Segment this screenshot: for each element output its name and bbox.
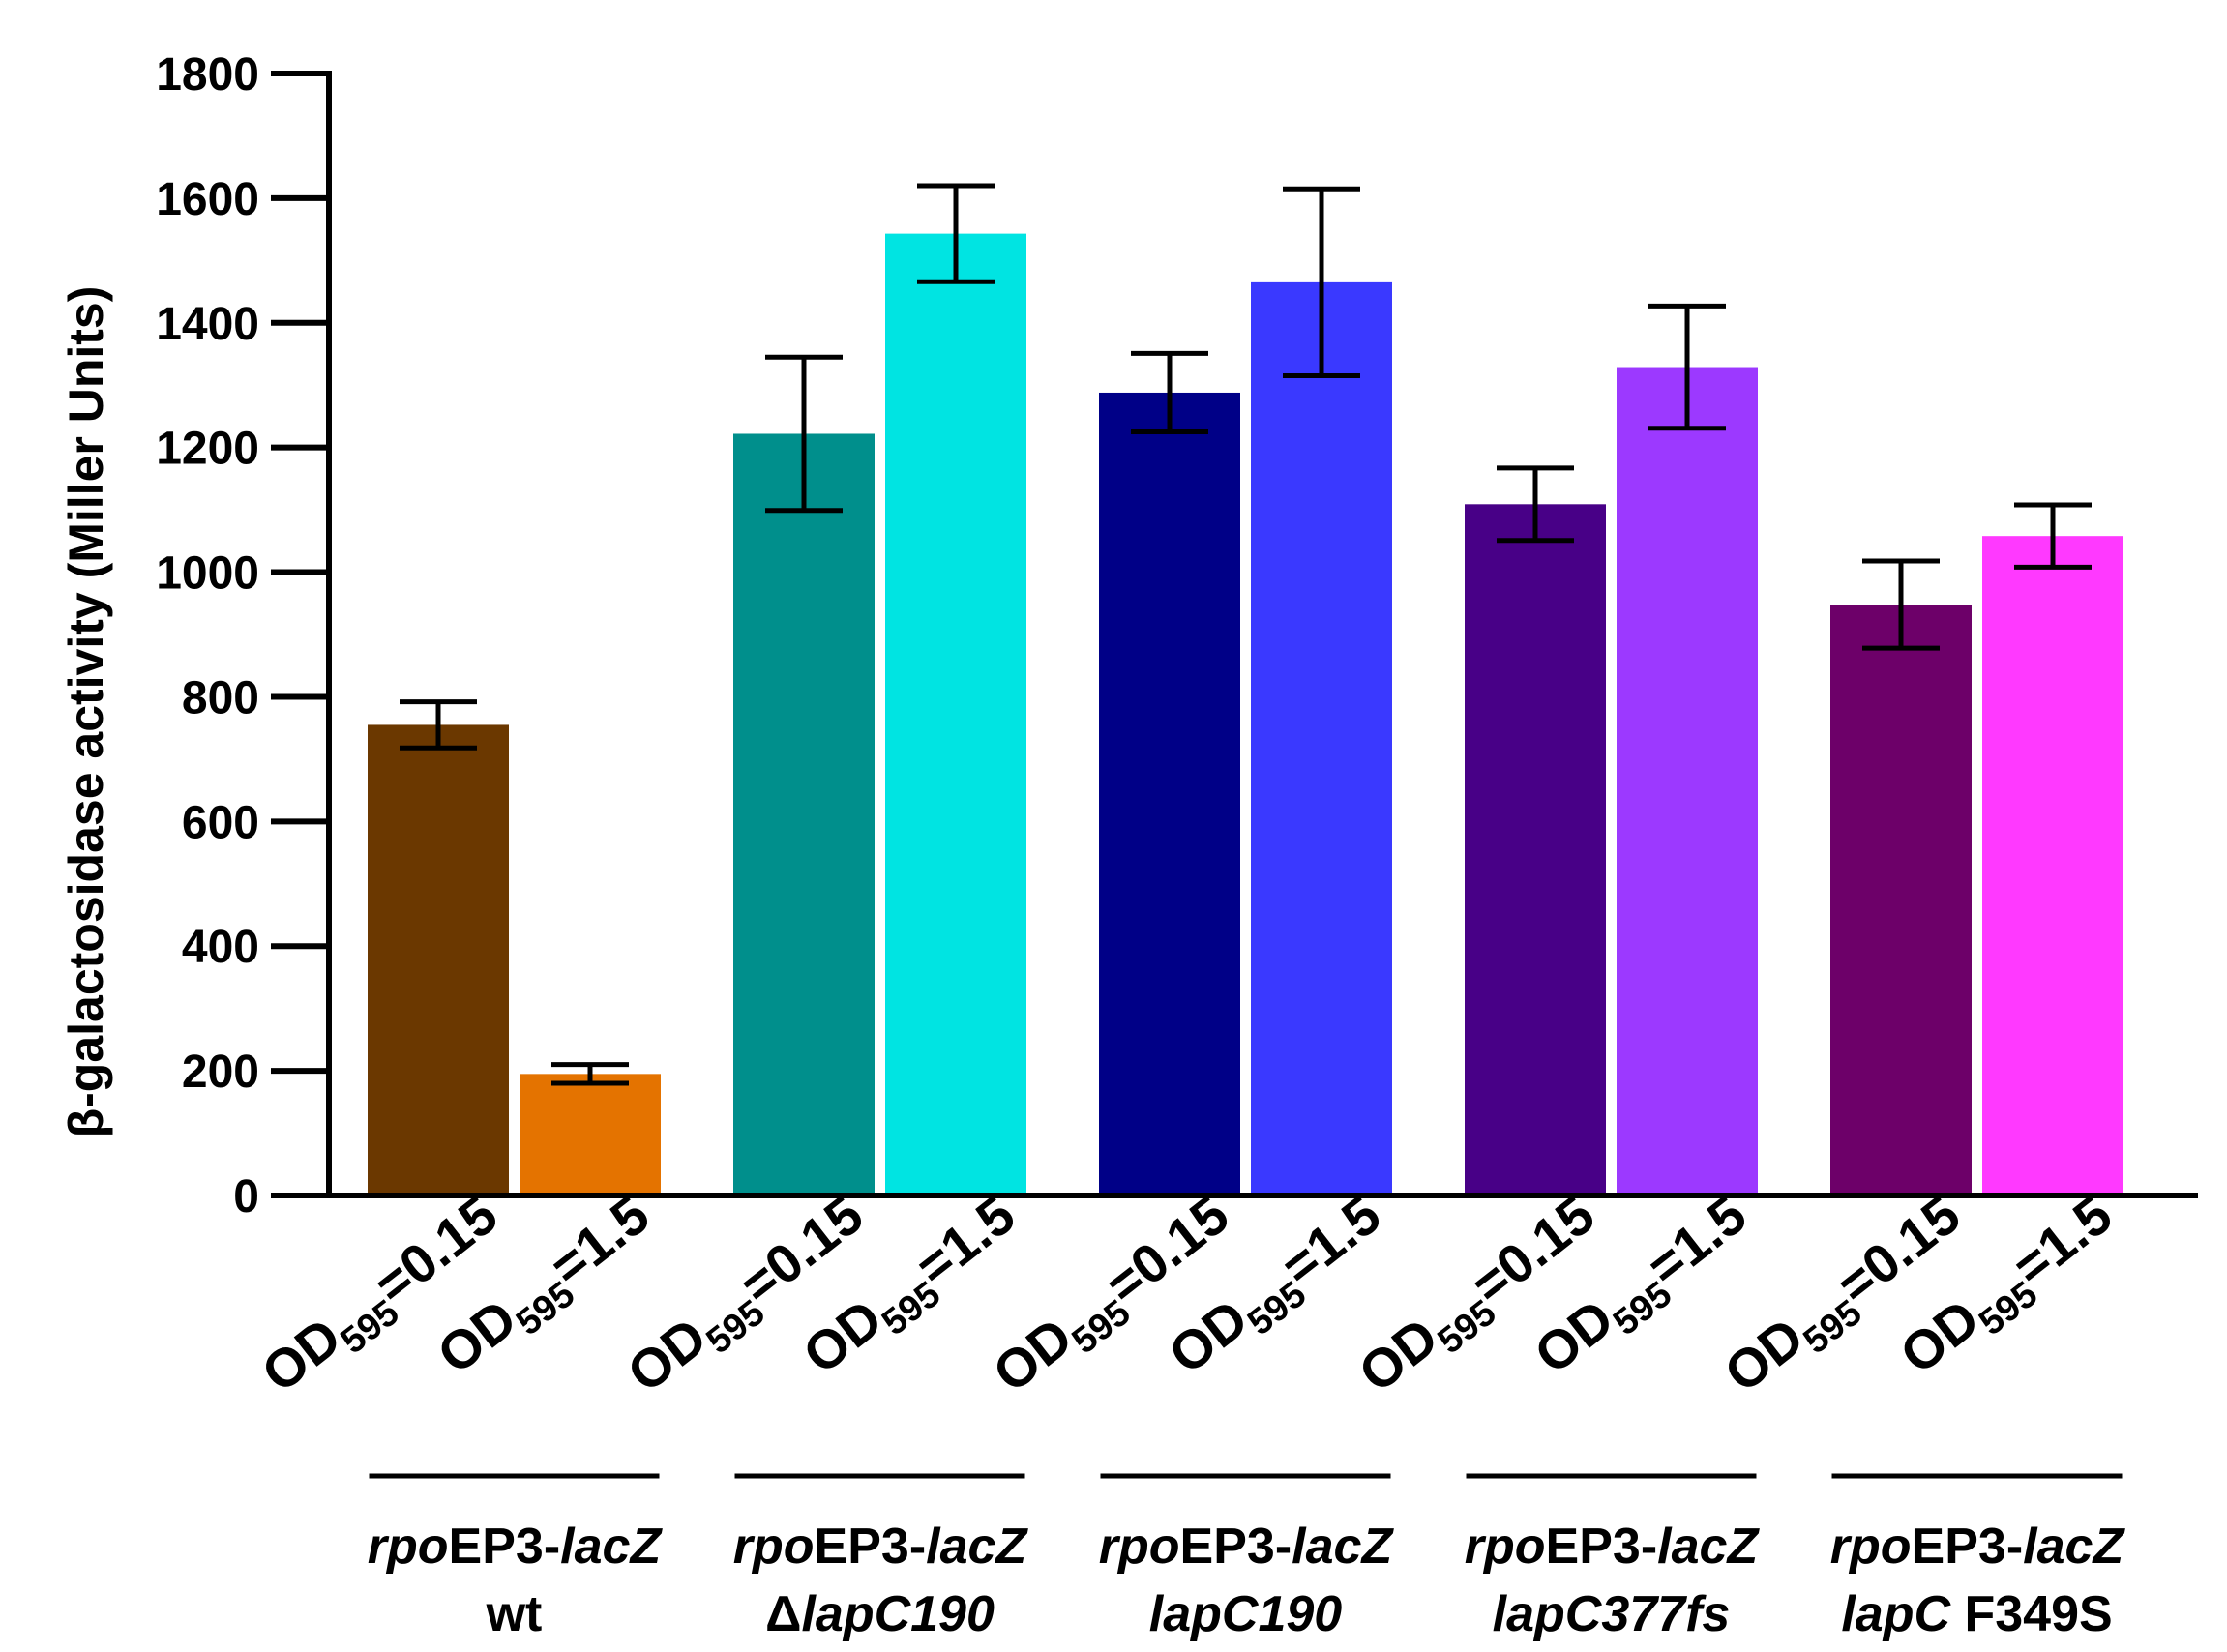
group-label: rpoEP3-lacZ wt — [368, 1473, 664, 1642]
bar — [520, 1074, 661, 1195]
error-bar — [1648, 303, 1726, 431]
error-bar — [1862, 558, 1940, 651]
group-label: rpoEP3-lacZ lapC F349S — [1830, 1473, 2126, 1642]
group-label-line: rpoEP3-lacZ — [1465, 1519, 1761, 1575]
error-bar — [551, 1062, 629, 1086]
error-bar — [1283, 186, 1360, 379]
error-bar — [400, 699, 477, 751]
group-label: rpoEP3-lacZ lapC377fs — [1465, 1473, 1761, 1642]
error-bar — [917, 183, 995, 284]
y-axis-label: β-galactosidase activity (Miller Units) — [59, 286, 113, 1138]
group-label-line: ΔlapC190 — [765, 1586, 995, 1642]
group-label-line: rpoEP3-lacZ — [368, 1519, 664, 1575]
error-bar — [1131, 350, 1208, 435]
y-tick-label: 1600 — [156, 174, 259, 225]
category-label: OD595=1.5 — [1523, 1184, 1764, 1394]
bar — [1830, 605, 1972, 1195]
bar — [368, 724, 509, 1195]
bar — [885, 233, 1026, 1196]
y-tick-label: 1200 — [156, 424, 259, 475]
error-bar — [1497, 465, 1574, 544]
group-label-line: rpoEP3-lacZ — [1099, 1519, 1395, 1575]
error-bar — [2014, 502, 2092, 570]
group-label-line: lapC F349S — [1841, 1586, 2112, 1642]
error-bar — [765, 354, 843, 514]
bar — [1099, 392, 1240, 1195]
group-labels: rpoEP3-lacZwtrpoEP3-lacZΔlapC190rpoEP3-l… — [368, 1473, 2126, 1642]
y-tick-label: 800 — [182, 672, 259, 723]
bar — [1982, 536, 2123, 1195]
y-tick-label: 200 — [182, 1047, 259, 1098]
y-tick-label: 600 — [182, 797, 259, 848]
bars — [368, 233, 2123, 1196]
category-labels: OD595=0.15OD595=1.5OD595=0.15OD595=1.5OD… — [251, 1184, 2123, 1404]
group-label: rpoEP3-lacZ ΔlapC190 — [733, 1473, 1029, 1642]
bar — [1465, 504, 1606, 1195]
error-bars — [400, 183, 2092, 1086]
y-tick-label: 0 — [233, 1171, 259, 1223]
y-tick-label: 400 — [182, 922, 259, 973]
bar — [733, 433, 875, 1195]
group-label-line: lapC190 — [1149, 1586, 1343, 1642]
y-tick-label: 1800 — [156, 49, 259, 101]
bar — [1251, 281, 1392, 1195]
group-label-line: rpoEP3-lacZ — [1830, 1519, 2126, 1575]
group-label: rpoEP3-lacZ lapC190 — [1099, 1473, 1395, 1642]
group-label-line: lapC377fs — [1493, 1586, 1731, 1642]
y-tick-label: 1400 — [156, 299, 259, 350]
y-tick-label: 1000 — [156, 548, 259, 600]
group-label-line: rpoEP3-lacZ — [733, 1519, 1029, 1575]
bar — [1617, 367, 1758, 1195]
group-label-line: wt — [486, 1586, 543, 1642]
y-axis: 0 200 400 600 800 1000 1200 1400 1600 1800 — [156, 49, 332, 1223]
